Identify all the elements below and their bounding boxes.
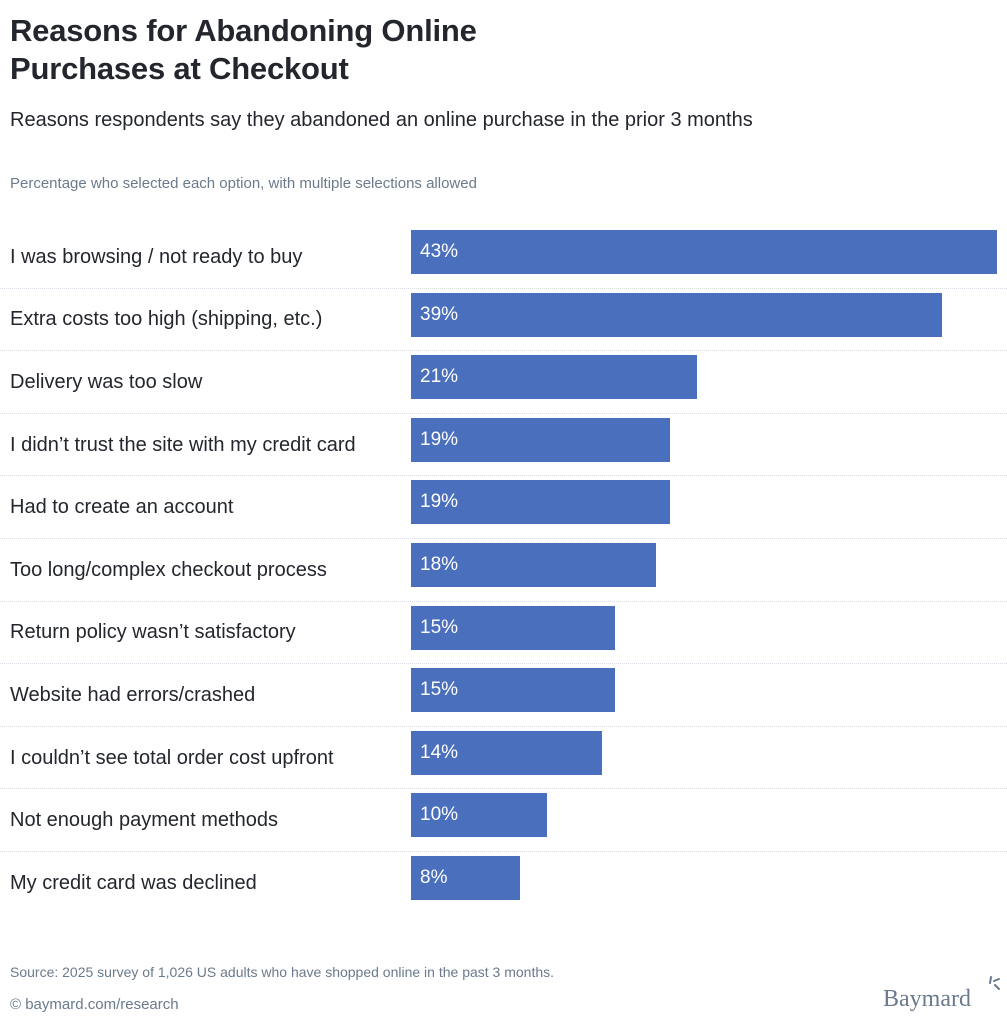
bar: 8% [411,855,521,900]
bar: 19% [411,417,670,462]
bar-value-label: 10% [420,804,459,826]
bar-row: I couldn’t see total order cost upfront 1… [0,727,1007,790]
bar-row: Not enough payment methods 10% [0,789,1007,852]
chart-title-line-2: Purchases at Checkout [10,51,349,86]
logo-sparkle-icon [989,976,1000,990]
chart-title: Reasons for Abandoning Online Purchases … [10,12,477,88]
bar-chart: I was browsing / not ready to buy 43% Extr… [0,226,1007,915]
source-note: Source: 2025 survey of 1,026 US adults w… [10,964,555,980]
bar-label: Website had errors/crashed [10,683,256,706]
bar-value-label: 18% [420,553,459,575]
copyright-link[interactable]: © baymard.com/research [10,996,179,1013]
bar-row: Delivery was too slow 21% [0,351,1007,414]
bar: 15% [411,605,616,650]
bar: 21% [411,355,698,400]
bar-label: Not enough payment methods [10,809,278,832]
bar: 43% [411,230,997,274]
bar: 10% [411,793,548,838]
bar-value-label: 14% [420,741,459,763]
bar-label: Too long/complex checkout process [10,558,327,581]
bar: 39% [411,292,943,337]
bar-label: Return policy wasn’t satisfactory [10,621,296,644]
bar-label: I couldn’t see total order cost upfront [10,746,334,769]
bar: 18% [411,542,657,587]
bar-value-label: 43% [420,241,459,262]
bar-row: Had to create an account 19% [0,476,1007,539]
bar-value-label: 21% [420,366,459,388]
baymard-logo: Baymard [883,986,971,1012]
bar-row: Return policy wasn’t satisfactory 15% [0,602,1007,665]
bar: 19% [411,480,670,525]
bar-value-label: 39% [420,303,459,325]
bar-value-label: 8% [420,866,448,888]
bar-row: Extra costs too high (shipping, etc.) 39% [0,289,1007,352]
chart-subtitle: Reasons respondents say they abandoned a… [10,109,753,131]
bar: 14% [411,730,602,775]
bar: 15% [411,668,616,713]
bar-row: I was browsing / not ready to buy 43% [0,226,1007,289]
bar-label: I didn’t trust the site with my credit c… [10,433,356,456]
bar-value-label: 19% [420,491,459,513]
bar-value-label: 15% [420,616,459,638]
bar-row: I didn’t trust the site with my credit c… [0,414,1007,477]
chart-title-line-1: Reasons for Abandoning Online [10,13,477,48]
chart-note: Percentage who selected each option, wit… [10,175,477,192]
bar-value-label: 19% [420,428,459,450]
bar-row: Too long/complex checkout process 18% [0,539,1007,602]
bar-label: Had to create an account [10,496,234,519]
bar-value-label: 15% [420,679,459,701]
bar-label: My credit card was declined [10,872,257,895]
bar-label: Extra costs too high (shipping, etc.) [10,308,323,331]
bar-row: My credit card was declined 8% [0,852,1007,915]
bar-label: Delivery was too slow [10,370,203,393]
bar-row: Website had errors/crashed 15% [0,664,1007,727]
bar-label: I was browsing / not ready to buy [10,245,303,268]
